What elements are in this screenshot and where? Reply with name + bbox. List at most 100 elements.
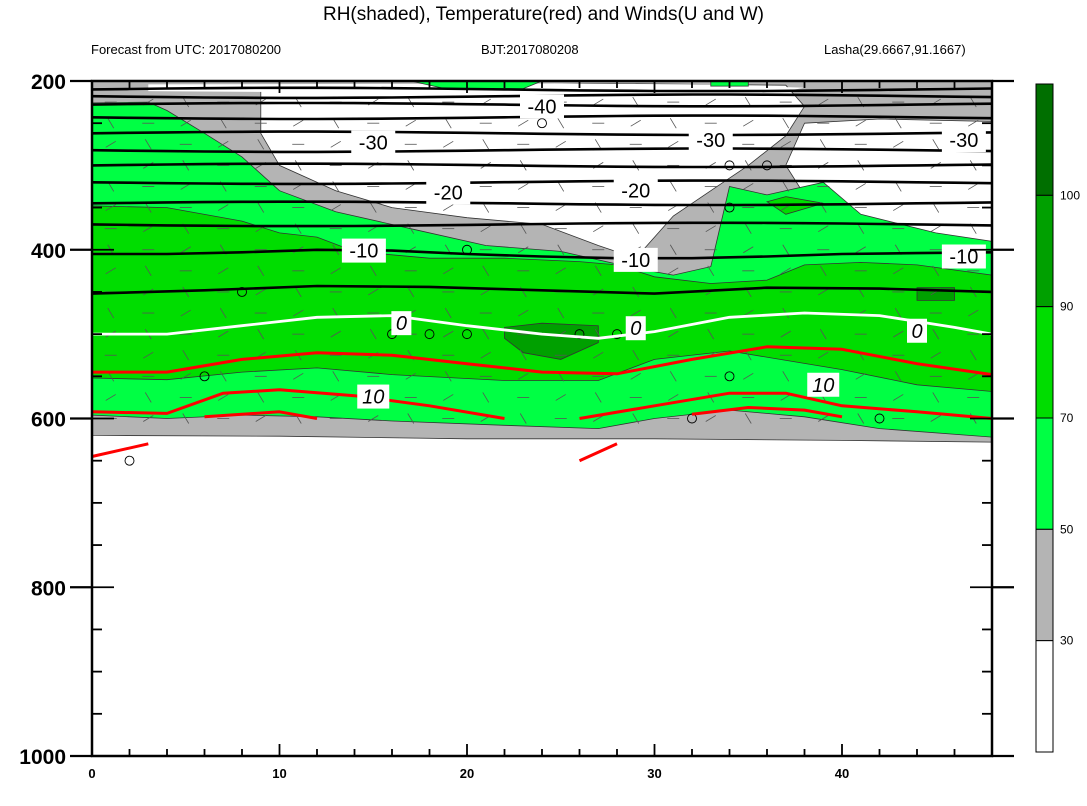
contour-label: -20 bbox=[434, 182, 463, 204]
wind-barb bbox=[780, 140, 791, 148]
contour-label-box bbox=[520, 94, 564, 119]
temperature-contour bbox=[204, 410, 318, 420]
wind-barb bbox=[518, 119, 529, 127]
wind-barb bbox=[932, 265, 940, 277]
wind-barb bbox=[369, 202, 377, 213]
wind-barb bbox=[968, 372, 979, 380]
wind-barb bbox=[857, 223, 865, 234]
wind-barb bbox=[819, 265, 827, 277]
wind-barb bbox=[180, 246, 191, 254]
wind-barb bbox=[107, 307, 115, 319]
wind-barb bbox=[105, 140, 116, 148]
wind-barb bbox=[369, 328, 377, 340]
wind-barb bbox=[632, 413, 640, 424]
wind-barb bbox=[257, 392, 265, 403]
wind-barb bbox=[294, 160, 302, 171]
wind-barb bbox=[144, 265, 152, 277]
wind-barb bbox=[480, 351, 491, 359]
wind-barb bbox=[707, 265, 715, 277]
wind-barb bbox=[630, 372, 641, 380]
temperature-contour bbox=[579, 391, 993, 420]
wind-barb bbox=[368, 288, 379, 296]
wind-barb bbox=[182, 413, 190, 424]
wind-barb bbox=[818, 288, 829, 296]
wind-barb bbox=[593, 415, 604, 422]
y-tick-label: 200 bbox=[31, 71, 66, 94]
wind-barb bbox=[893, 204, 904, 211]
wind-barb bbox=[143, 351, 154, 359]
wind-barb bbox=[707, 328, 715, 340]
wind-barb bbox=[257, 328, 265, 340]
wind-barb bbox=[405, 372, 416, 380]
calm-wind-marker bbox=[237, 286, 247, 297]
wind-barb bbox=[630, 309, 641, 317]
wind-barb bbox=[180, 119, 191, 127]
wind-barb bbox=[519, 350, 527, 361]
wind-barb bbox=[932, 328, 940, 340]
bjt-subtitle: BJT:2017080208 bbox=[481, 42, 579, 57]
wind-barb bbox=[444, 371, 452, 382]
y-tick-label: 1000 bbox=[19, 746, 66, 769]
rh-band-below-30 bbox=[260, 83, 805, 259]
colorbar-box bbox=[1035, 83, 1054, 196]
wind-barb bbox=[818, 225, 829, 232]
temperature-contour bbox=[691, 406, 843, 419]
wind-barb bbox=[257, 139, 265, 150]
wind-barb bbox=[744, 160, 752, 171]
wind-barb bbox=[443, 330, 454, 338]
wind-barb bbox=[893, 140, 904, 148]
wind-barb bbox=[555, 394, 566, 401]
contour-label: 0 bbox=[911, 321, 922, 343]
contour-label-box bbox=[807, 372, 840, 397]
contour-label: 10 bbox=[362, 387, 384, 409]
wind-barb bbox=[744, 350, 752, 361]
wind-barb bbox=[743, 119, 754, 127]
wind-barb bbox=[443, 394, 454, 401]
contour-label-box bbox=[625, 316, 646, 341]
wind-barb bbox=[144, 392, 152, 403]
x-tick-label: 0 bbox=[88, 766, 95, 781]
wind-barb bbox=[369, 265, 377, 277]
wind-barb bbox=[557, 307, 565, 319]
calm-wind-marker bbox=[724, 202, 735, 213]
wind-barb bbox=[893, 394, 904, 401]
contour-label: -30 bbox=[696, 130, 725, 152]
wind-barb bbox=[368, 415, 379, 422]
x-tick-label: 40 bbox=[835, 766, 849, 781]
colorbar-box bbox=[1035, 194, 1054, 308]
wind-barb bbox=[780, 267, 791, 275]
wind-barb bbox=[818, 415, 829, 422]
wind-barb bbox=[594, 139, 602, 150]
y-tick-label: 400 bbox=[31, 240, 66, 263]
wind-barb bbox=[443, 267, 454, 275]
wind-barb bbox=[218, 330, 229, 338]
wind-barb bbox=[330, 140, 341, 148]
wind-barb bbox=[594, 265, 602, 277]
contour-label: -40 bbox=[528, 96, 557, 118]
wind-barb bbox=[668, 330, 679, 338]
wind-barb bbox=[855, 119, 866, 127]
wind-barb bbox=[180, 372, 191, 380]
calm-wind-marker bbox=[874, 413, 885, 424]
wind-barb bbox=[818, 98, 829, 106]
wind-barb bbox=[218, 267, 229, 275]
colorbar-label: 70 bbox=[1060, 411, 1074, 425]
temperature-contour bbox=[92, 248, 993, 260]
contour-label: -10 bbox=[621, 250, 650, 272]
wind-barb bbox=[143, 415, 154, 422]
calm-wind-marker bbox=[462, 329, 472, 340]
contour-label-box bbox=[941, 244, 986, 269]
contour-label-box bbox=[688, 128, 733, 153]
wind-barb bbox=[932, 139, 940, 150]
wind-barb bbox=[557, 181, 565, 192]
wind-barb bbox=[219, 307, 227, 319]
wind-barb bbox=[144, 139, 152, 150]
calm-wind-marker bbox=[124, 455, 135, 466]
colorbar: 100 90 70 50 30 bbox=[1035, 83, 1080, 753]
wind-barb bbox=[218, 394, 229, 401]
wind-barb bbox=[893, 267, 904, 275]
wind-barb bbox=[630, 119, 641, 127]
wind-barb bbox=[405, 119, 416, 127]
contour-label-box bbox=[941, 128, 986, 153]
wind-barb bbox=[555, 140, 566, 148]
